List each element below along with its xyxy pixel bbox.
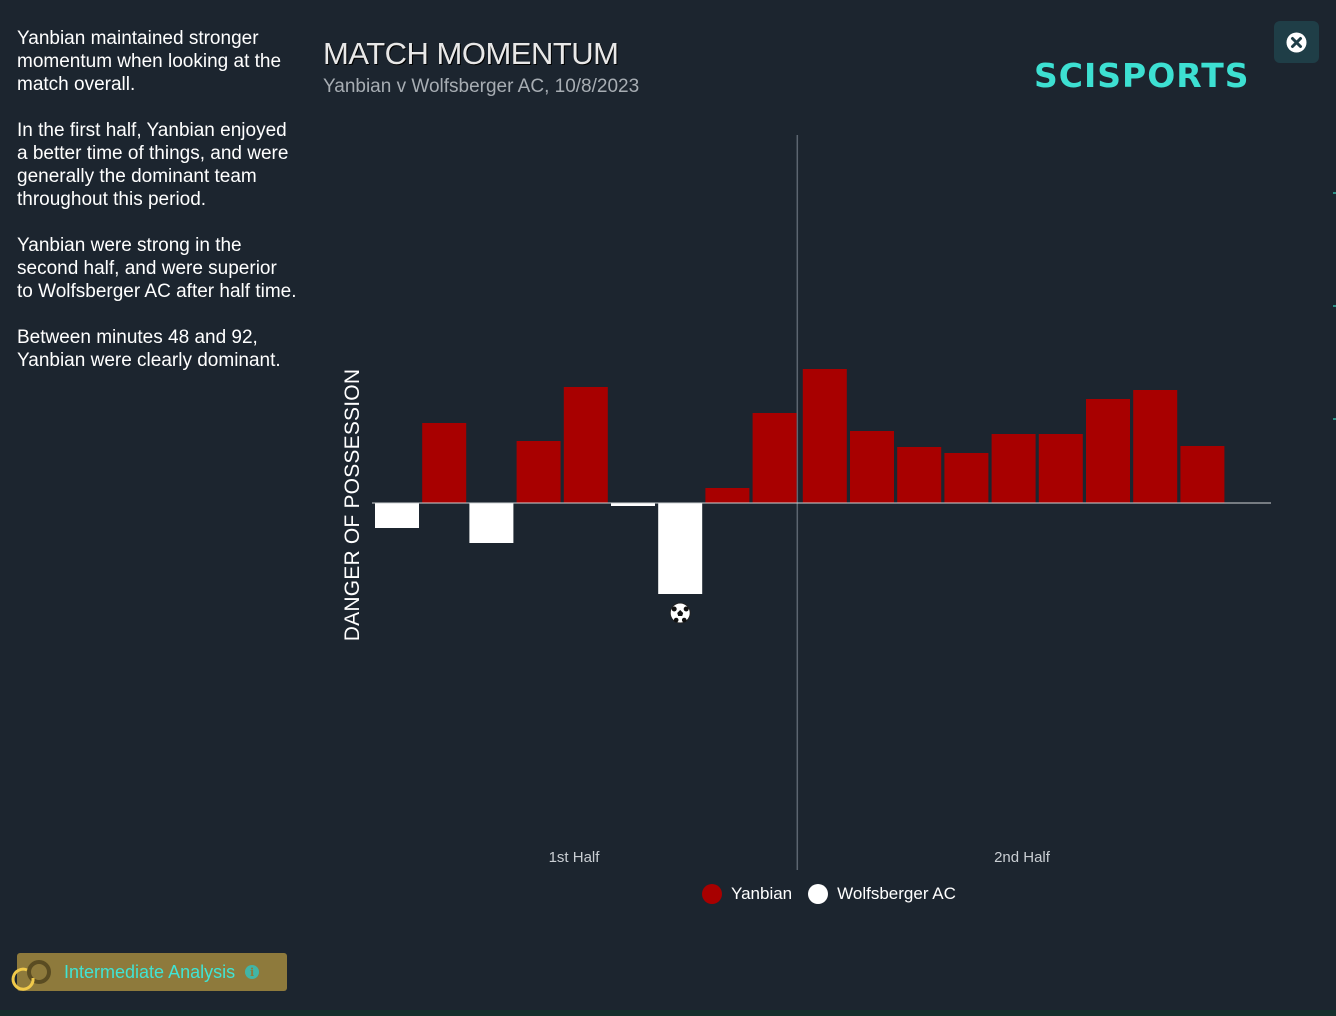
bar-wolfsberger bbox=[469, 503, 514, 543]
scisports-logo: SCISPORTS bbox=[1034, 56, 1249, 95]
bar-yanbian bbox=[944, 453, 989, 503]
bar-yanbian bbox=[516, 441, 561, 503]
analysis-level-label: Intermediate Analysis bbox=[64, 961, 236, 982]
analysis-summary: Yanbian maintained stronger momentum whe… bbox=[17, 27, 297, 395]
legend-label: Wolfsberger AC bbox=[837, 884, 956, 903]
summary-paragraph: In the first half, Yanbian enjoyed a bet… bbox=[17, 120, 289, 210]
scrollbar-tick bbox=[1333, 305, 1336, 307]
first-half-label: 1st Half bbox=[548, 849, 600, 866]
scrollbar-tick bbox=[1333, 192, 1336, 194]
bar-yanbian bbox=[563, 387, 608, 503]
bottom-border bbox=[0, 1010, 1336, 1016]
chart-legend: Yanbian Wolfsberger AC bbox=[702, 883, 972, 905]
bar-yanbian bbox=[802, 369, 847, 503]
level-progress-ring bbox=[27, 960, 51, 984]
bar-wolfsberger bbox=[375, 503, 419, 528]
level-arc-icon bbox=[11, 967, 35, 991]
summary-paragraph: Yanbian were strong in the second half, … bbox=[17, 235, 297, 302]
bar-yanbian bbox=[1038, 434, 1083, 503]
bar-yanbian bbox=[1086, 399, 1130, 503]
bar-yanbian bbox=[752, 413, 797, 503]
scrollbar-tick bbox=[1333, 418, 1336, 420]
legend-swatch bbox=[702, 884, 722, 904]
summary-paragraph: Yanbian maintained stronger momentum whe… bbox=[17, 28, 282, 95]
close-circle-icon bbox=[1286, 32, 1307, 53]
soccer-ball-icon bbox=[669, 602, 691, 624]
bar-yanbian bbox=[991, 434, 1036, 503]
summary-paragraph: Between minutes 48 and 92, Yanbian were … bbox=[17, 327, 281, 371]
legend-label: Yanbian bbox=[731, 884, 793, 903]
y-axis-label: DANGER OF POSSESSION bbox=[341, 368, 364, 642]
analysis-level-badge[interactable]: Intermediate Analysis i bbox=[17, 953, 287, 991]
bar-yanbian bbox=[422, 423, 467, 503]
legend-item-yanbian: Yanbian bbox=[702, 884, 792, 904]
bar-yanbian bbox=[897, 447, 942, 503]
match-subtitle: Yanbian v Wolfsberger AC, 10/8/2023 bbox=[323, 76, 640, 97]
bar-wolfsberger bbox=[658, 503, 703, 594]
legend-swatch bbox=[808, 884, 829, 904]
bar-yanbian bbox=[850, 431, 894, 503]
close-button[interactable] bbox=[1274, 21, 1319, 63]
second-half-label: 2nd Half bbox=[994, 849, 1050, 866]
info-icon[interactable]: i bbox=[245, 965, 260, 979]
bar-yanbian bbox=[1133, 390, 1178, 503]
bar-wolfsberger bbox=[611, 503, 655, 506]
svg-text:SCISPORTS: SCISPORTS bbox=[1034, 56, 1249, 95]
page-title: MATCH MOMENTUM bbox=[323, 36, 619, 71]
legend-item-wolfsberger: Wolfsberger AC bbox=[808, 884, 956, 904]
bar-yanbian bbox=[705, 488, 750, 503]
bar-yanbian bbox=[1180, 446, 1225, 503]
